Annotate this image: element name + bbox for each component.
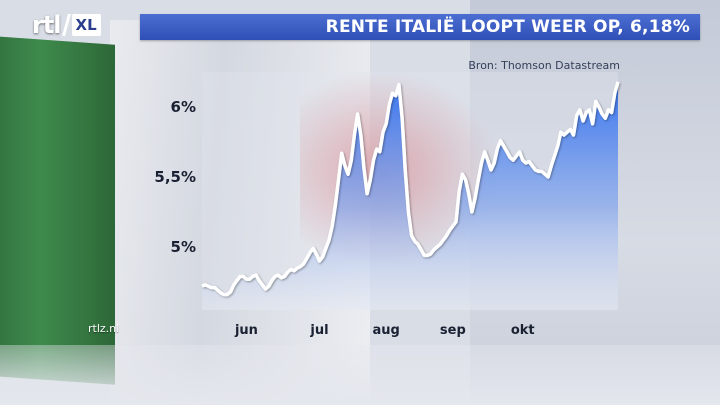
rtl-xl-logo: rtl XL (32, 11, 101, 39)
series-area (202, 81, 618, 310)
x-tick-label: aug (373, 323, 400, 338)
x-tick-label: sep (440, 323, 466, 338)
logo-rtl-text: rtl (32, 11, 62, 39)
y-tick-label: 6% (171, 98, 196, 116)
title-bar: RENTE ITALIË LOOPT WEER OP, 6,18% (140, 14, 700, 40)
logo-xl-box: XL (71, 14, 101, 36)
y-tick-label: 5% (171, 238, 196, 256)
x-tick-label: jul (309, 323, 328, 338)
floor-gradient (0, 345, 720, 405)
chart-title: RENTE ITALIË LOOPT WEER OP, 6,18% (325, 17, 690, 37)
website-label: rtlz.nl (88, 322, 120, 335)
source-label: Bron: Thomson Datastream (468, 59, 620, 72)
x-tick-label: jun (234, 323, 258, 338)
y-tick-label: 5,5% (154, 168, 196, 186)
x-tick-label: okt (511, 323, 535, 338)
series-line (201, 81, 620, 297)
